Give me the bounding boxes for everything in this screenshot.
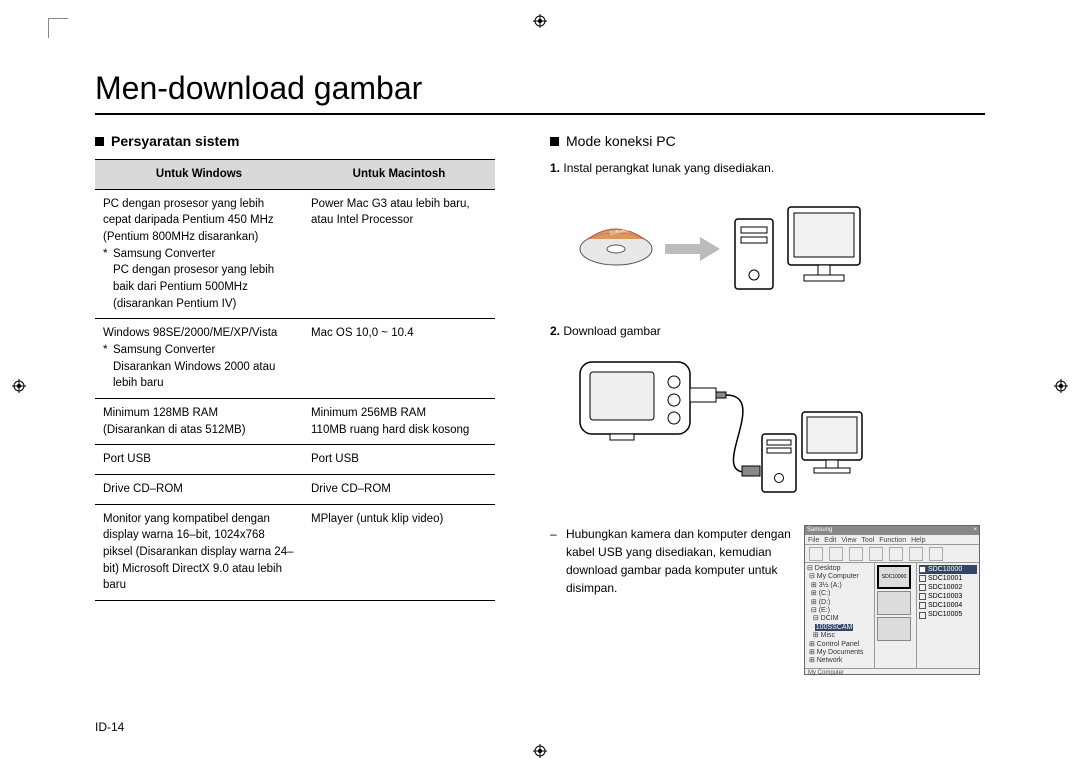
- close-icon: ×: [973, 526, 977, 535]
- section-heading-pc-mode: Mode koneksi PC: [550, 133, 980, 149]
- square-bullet-icon: [550, 137, 559, 146]
- dash-bullet: –: [550, 525, 558, 675]
- cell-text: Windows 98SE/2000/ME/XP/Vista: [103, 325, 295, 342]
- tool-icon: [809, 547, 823, 561]
- cell-text: Power Mac G3 atau lebih baru, atau Intel…: [303, 189, 495, 319]
- status-bar: My Computer: [805, 668, 979, 678]
- cell-star: Samsung Converter: [103, 342, 295, 359]
- page-title: Men-download gambar: [95, 70, 985, 115]
- cell-text: Minimum 128MB RAM (Disarankan di atas 51…: [95, 399, 303, 445]
- cell-text: Port USB: [303, 445, 495, 475]
- software-screenshot: Samsung× File Edit View Tool Function He…: [804, 525, 980, 675]
- cell-indent: Disarankan Windows 2000 atau lebih baru: [103, 359, 295, 392]
- install-diagram: Software CD-ROM: [570, 189, 980, 304]
- registration-mark-icon: [12, 379, 26, 393]
- menu-item: View: [841, 536, 856, 543]
- crop-corner: [48, 18, 68, 38]
- table-row: Monitor yang kompatibel dengan display w…: [95, 504, 495, 600]
- menu-item: File: [808, 536, 819, 543]
- table-row: PC dengan prosesor yang lebih cepat dari…: [95, 189, 495, 319]
- heading-text: Persyaratan sistem: [111, 133, 239, 149]
- connection-note: – Hubungkan kamera dan komputer dengan k…: [550, 525, 980, 675]
- table-row: Windows 98SE/2000/ME/XP/Vista Samsung Co…: [95, 319, 495, 399]
- cell-star: Samsung Converter: [103, 246, 295, 263]
- tool-icon: [869, 547, 883, 561]
- registration-mark-icon: [1054, 379, 1068, 393]
- section-heading-requirements: Persyaratan sistem: [95, 133, 495, 149]
- step-1: 1. Instal perangkat lunak yang disediaka…: [550, 159, 980, 177]
- menu-item: Tool: [861, 536, 874, 543]
- cell-text: Monitor yang kompatibel dengan display w…: [95, 504, 303, 600]
- table-row: Drive CD–ROM Drive CD–ROM: [95, 475, 495, 505]
- table-row: Minimum 128MB RAM (Disarankan di atas 51…: [95, 399, 495, 445]
- cell-text: Mac OS 10,0 ~ 10.4: [303, 319, 495, 399]
- cell-text: Drive CD–ROM: [303, 475, 495, 505]
- menu-item: Edit: [824, 536, 836, 543]
- tool-icon: [829, 547, 843, 561]
- th-windows: Untuk Windows: [95, 160, 303, 190]
- requirements-table: Untuk Windows Untuk Macintosh PC dengan …: [95, 159, 495, 601]
- cell-text: Drive CD–ROM: [95, 475, 303, 505]
- step-num: 2.: [550, 324, 560, 338]
- registration-mark-icon: [533, 744, 547, 758]
- table-row: Port USB Port USB: [95, 445, 495, 475]
- note-text: Hubungkan kamera dan komputer dengan kab…: [566, 525, 796, 675]
- download-diagram: [570, 352, 980, 507]
- tool-icon: [909, 547, 923, 561]
- thumbnail-panel: SDC10000: [875, 563, 917, 668]
- cell-indent: PC dengan prosesor yang lebih baik dari …: [103, 262, 295, 312]
- tool-icon: [929, 547, 943, 561]
- square-bullet-icon: [95, 137, 104, 146]
- th-mac: Untuk Macintosh: [303, 160, 495, 190]
- step-text: Download gambar: [563, 324, 660, 338]
- step-text: Instal perangkat lunak yang disediakan.: [563, 161, 774, 175]
- page-number: ID-14: [95, 720, 124, 734]
- cell-text: MPlayer (untuk klip video): [303, 504, 495, 600]
- tool-icon: [849, 547, 863, 561]
- folder-tree: ⊟ Desktop ⊟ My Computer ⊞ 3½ (A:) ⊞ (C:)…: [805, 563, 875, 668]
- step-2: 2. Download gambar: [550, 322, 980, 340]
- menu-item: Help: [911, 536, 925, 543]
- menu-item: Function: [879, 536, 906, 543]
- cell-text: Minimum 256MB RAM 110MB ruang hard disk …: [303, 399, 495, 445]
- step-num: 1.: [550, 161, 560, 175]
- tool-icon: [889, 547, 903, 561]
- registration-mark-icon: [533, 14, 547, 28]
- cell-text: Port USB: [95, 445, 303, 475]
- heading-text: Mode koneksi PC: [566, 133, 676, 149]
- cell-text: PC dengan prosesor yang lebih cepat dari…: [103, 196, 295, 246]
- file-list: SDC10000 SDC10001 SDC10002 SDC10003 SDC1…: [917, 563, 979, 668]
